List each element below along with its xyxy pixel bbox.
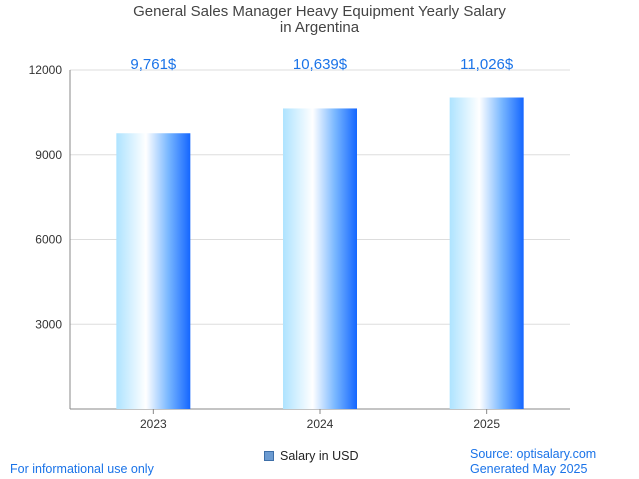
y-tick-label: 3000 bbox=[35, 317, 62, 331]
x-tick-label: 2025 bbox=[473, 417, 500, 431]
y-tick-label: 6000 bbox=[35, 233, 62, 247]
y-tick-label: 9000 bbox=[35, 148, 62, 162]
legend-label: Salary in USD bbox=[280, 449, 359, 463]
value-label: 10,639$ bbox=[293, 56, 348, 73]
legend-swatch bbox=[264, 451, 274, 461]
bars bbox=[116, 97, 524, 410]
source-info: Source: optisalary.com Generated May 202… bbox=[470, 447, 596, 477]
disclaimer-text: For informational use only bbox=[10, 462, 154, 476]
bar-2023 bbox=[116, 133, 191, 409]
source-link[interactable]: Source: optisalary.com bbox=[470, 447, 597, 461]
value-label: 11,026$ bbox=[460, 56, 514, 73]
chart-title-line2: in Argentina bbox=[279, 19, 360, 36]
x-tick-label: 2023 bbox=[140, 417, 167, 431]
generated-date: Generated May 2025 bbox=[470, 462, 588, 476]
chart-title: General Sales Manager Heavy Equipment Ye… bbox=[0, 4, 639, 36]
value-label: 9,761$ bbox=[130, 56, 177, 73]
bar-2025 bbox=[449, 97, 524, 409]
x-tick-label: 2024 bbox=[307, 417, 334, 431]
legend: Salary in USD bbox=[264, 449, 359, 463]
labels: 3000 6000 9000 12000 2023 9,761$ 2024 10,639$ 20… bbox=[29, 56, 514, 431]
y-tick-label: 12000 bbox=[29, 63, 63, 77]
chart-title-line1: General Sales Manager Heavy Equipment Ye… bbox=[133, 3, 506, 20]
bar-2024 bbox=[283, 108, 357, 410]
